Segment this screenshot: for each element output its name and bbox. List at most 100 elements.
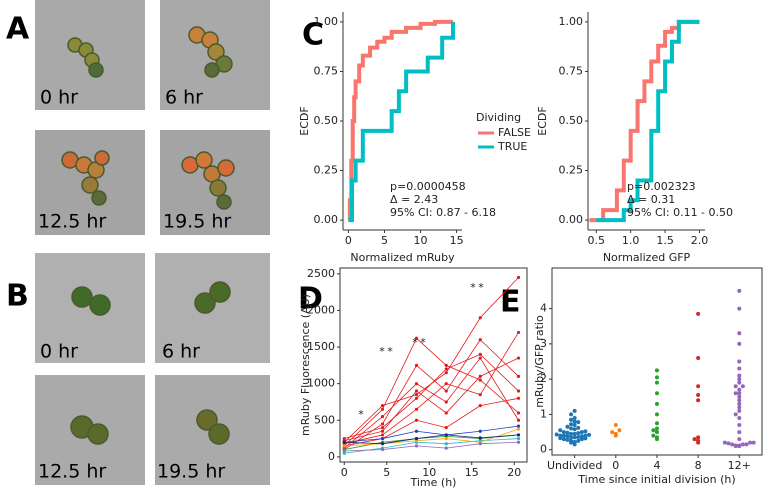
x-tick-label: 0.5 xyxy=(588,234,606,247)
point xyxy=(561,433,566,438)
y-tick-label: 2500 xyxy=(307,267,335,280)
micrograph-label: 19.5 hr xyxy=(157,461,225,483)
point xyxy=(569,412,574,417)
y-tick-label: 2000 xyxy=(307,303,335,316)
ecdf-line xyxy=(589,19,700,223)
point xyxy=(478,338,482,342)
point xyxy=(380,407,385,411)
y-tick-label: 3 xyxy=(540,337,547,350)
micrograph-label: 6 hr xyxy=(162,341,200,363)
point xyxy=(516,440,521,444)
point xyxy=(737,373,742,378)
point xyxy=(561,437,566,442)
point xyxy=(565,434,570,439)
point xyxy=(737,341,742,346)
x-axis-label: Normalized mRuby xyxy=(350,251,455,264)
y-tick-label: 0.50 xyxy=(559,114,584,127)
series-line xyxy=(344,339,519,450)
point xyxy=(737,387,742,392)
point xyxy=(414,429,419,433)
y-tick-label: 0.25 xyxy=(314,164,339,177)
legend-title: Dividing xyxy=(476,111,521,124)
point xyxy=(414,363,419,367)
y-tick-label: 1.00 xyxy=(314,15,339,28)
point xyxy=(444,400,448,404)
point xyxy=(737,394,742,399)
point xyxy=(733,391,738,396)
point xyxy=(414,382,419,386)
point xyxy=(576,438,581,443)
point xyxy=(654,430,659,435)
point xyxy=(579,437,584,442)
point xyxy=(478,404,482,408)
point xyxy=(380,404,385,408)
point xyxy=(380,429,385,433)
point xyxy=(613,423,618,428)
point xyxy=(654,412,659,417)
point xyxy=(722,440,727,445)
point xyxy=(565,430,570,435)
series-line xyxy=(344,397,519,447)
point xyxy=(444,411,448,415)
point xyxy=(737,380,742,385)
point xyxy=(579,434,584,439)
panel-label: E xyxy=(500,285,521,320)
point xyxy=(516,424,521,428)
point xyxy=(516,389,521,393)
point xyxy=(610,430,615,435)
point xyxy=(576,425,581,430)
point xyxy=(583,436,588,441)
point xyxy=(583,429,588,434)
point xyxy=(380,436,385,441)
point xyxy=(414,407,419,411)
point xyxy=(565,437,570,442)
y-tick-label: 0.00 xyxy=(314,213,339,226)
point xyxy=(737,377,742,382)
point xyxy=(478,436,482,440)
panel-label: A xyxy=(6,12,30,47)
point xyxy=(740,384,745,389)
point xyxy=(569,438,574,443)
y-axis-label: ECDF xyxy=(536,106,549,135)
x-tick-label: 1.5 xyxy=(656,234,674,247)
plot-frame xyxy=(339,267,528,463)
x-tick-label: 10 xyxy=(422,466,436,479)
point xyxy=(654,435,659,440)
point xyxy=(737,437,742,442)
point xyxy=(654,391,659,396)
significance-mark: * xyxy=(379,345,385,358)
point xyxy=(617,428,622,433)
point xyxy=(414,389,419,393)
point xyxy=(444,442,448,446)
point xyxy=(414,439,419,443)
point xyxy=(654,368,659,373)
point xyxy=(737,331,742,336)
point xyxy=(414,393,419,397)
significance-mark: * xyxy=(358,408,364,421)
point xyxy=(380,425,385,430)
point xyxy=(478,356,482,360)
x-tick-label: 15 xyxy=(450,234,464,247)
y-tick-label: 1500 xyxy=(307,340,335,353)
point xyxy=(380,415,385,419)
x-tick-label: 5 xyxy=(383,466,390,479)
point xyxy=(516,427,521,431)
point xyxy=(561,430,566,435)
point xyxy=(444,425,448,430)
point xyxy=(744,442,749,447)
x-tick-label: 15 xyxy=(465,466,479,479)
significance-mark: * xyxy=(387,345,393,358)
micrograph-label: 12.5 hr xyxy=(38,461,106,483)
point xyxy=(692,437,697,442)
point xyxy=(737,401,742,406)
point xyxy=(572,427,577,432)
point xyxy=(572,423,577,428)
point xyxy=(576,420,581,425)
ecdf-line xyxy=(347,19,453,223)
point xyxy=(516,275,521,280)
point xyxy=(565,424,570,429)
point xyxy=(444,389,448,393)
point xyxy=(737,408,742,413)
point xyxy=(730,442,735,447)
panel-label: D xyxy=(298,282,323,317)
